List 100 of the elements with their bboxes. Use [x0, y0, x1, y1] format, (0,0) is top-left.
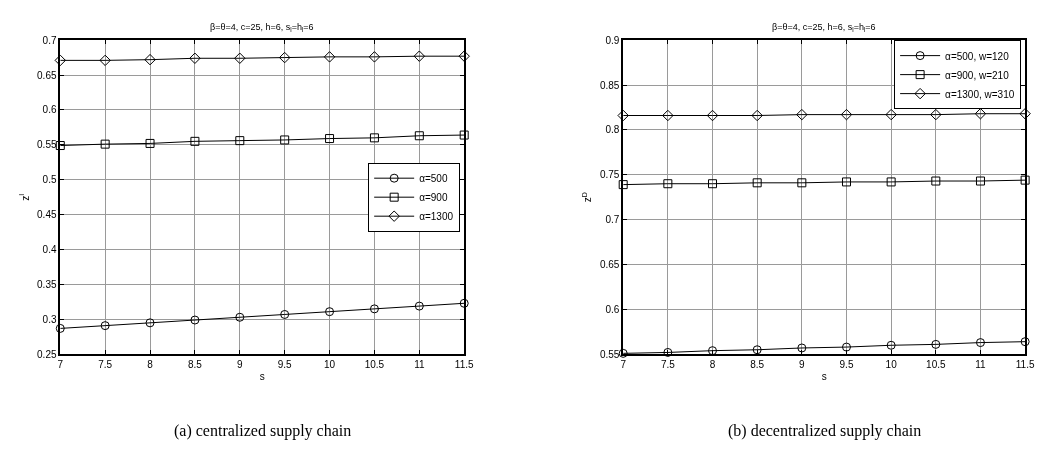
x-tick-label: 11.5	[454, 359, 474, 370]
y-tick-label: 0.25	[37, 348, 57, 360]
point	[930, 108, 942, 121]
legend-label: α=500	[419, 173, 448, 185]
text: (b) decentralized supply chain	[728, 422, 922, 440]
point	[145, 138, 155, 148]
point	[1019, 108, 1031, 120]
point	[459, 130, 469, 140]
point	[751, 109, 763, 122]
point	[840, 108, 853, 121]
point	[323, 51, 336, 63]
x-tick-label: 9.5	[839, 359, 854, 370]
point	[1020, 337, 1030, 347]
point	[99, 54, 111, 67]
y-tick-label: 0.35	[37, 278, 57, 290]
point	[278, 51, 291, 64]
point	[459, 298, 469, 308]
x-tick-label: 11.5	[1015, 359, 1035, 370]
point	[368, 51, 381, 63]
point	[369, 304, 379, 314]
x-tick-label: 11	[414, 359, 425, 370]
y-tick-label: 0.9	[605, 34, 620, 46]
point	[706, 109, 719, 122]
point	[886, 340, 896, 350]
x-tick-label: 8	[709, 359, 716, 370]
y-tick-label: 0.55	[599, 348, 620, 360]
x-tick-label: 8	[147, 359, 154, 370]
point	[100, 321, 110, 331]
x-tick-label: 7	[620, 359, 627, 370]
point	[54, 54, 66, 67]
x-tick-label: 8.5	[187, 359, 203, 370]
point	[235, 312, 245, 322]
point	[1020, 175, 1030, 185]
point	[975, 338, 985, 348]
point	[885, 108, 897, 121]
point	[618, 180, 628, 190]
point	[842, 342, 851, 352]
point	[414, 131, 424, 141]
text: (a) centralized supply chain	[174, 422, 352, 440]
point	[931, 176, 941, 186]
legend-label: α=500, w=120	[945, 50, 1010, 62]
x-tick-label: 10	[885, 359, 898, 370]
x-axis-title: s	[821, 371, 827, 382]
y-tick-label: 0.3	[42, 313, 57, 325]
point	[145, 318, 155, 328]
point	[235, 136, 245, 146]
y-tick-label: 0.6	[605, 303, 620, 315]
x-tick-label: 10	[324, 359, 336, 370]
legend-label: α=1300, w=310	[945, 88, 1015, 100]
point	[458, 50, 470, 62]
x-tick-label: 9	[799, 359, 806, 370]
x-tick-label: 11	[975, 359, 987, 370]
legend-label: α=900, w=210	[945, 69, 1010, 81]
point	[796, 108, 808, 121]
point	[752, 178, 762, 188]
point	[189, 52, 201, 64]
point	[797, 343, 807, 353]
point	[663, 179, 673, 189]
point	[974, 108, 987, 120]
x-tick-label: 8.5	[750, 359, 765, 370]
point	[280, 309, 290, 319]
x-tick-label: 10.5	[926, 359, 946, 370]
point	[234, 52, 246, 64]
y-tick-label: 0.8	[605, 124, 620, 136]
point	[55, 323, 65, 333]
y-tick-label: 0.75	[599, 169, 620, 181]
point	[325, 134, 335, 144]
legend-label: α=900	[419, 192, 448, 204]
point	[55, 141, 65, 151]
x-tick-label: 10.5	[364, 359, 385, 370]
x-tick-label: 7.5	[660, 359, 676, 370]
y-tick-label: 0.7	[42, 34, 57, 46]
chart-title: β=θ=4, c=25, h=6, s$_{l}$=h$_{l}$=6	[210, 22, 314, 33]
point	[618, 348, 628, 358]
y-tick-label: 0.4	[42, 244, 57, 256]
point	[931, 339, 941, 349]
chart-title: β=θ=4, c=25, h=6, s$_{l}$=h$_{l}$=6	[772, 22, 876, 33]
point	[190, 315, 200, 325]
x-tick-label: 7.5	[98, 359, 113, 370]
y-tick-label: 0.5	[42, 174, 57, 186]
y-tick-label: 0.55	[37, 139, 57, 151]
point	[752, 345, 762, 355]
y-tick-label: 0.7	[605, 214, 620, 226]
point	[886, 177, 896, 187]
point	[414, 301, 424, 311]
y-tick-label: 0.6	[42, 104, 57, 116]
point	[975, 176, 985, 186]
y-tick-label: 0.65	[599, 259, 620, 270]
y-tick-label: 0.45	[37, 209, 57, 221]
point	[842, 177, 851, 187]
point	[797, 178, 807, 188]
point	[144, 53, 156, 66]
point	[280, 135, 290, 145]
x-tick-label: 7	[57, 359, 64, 370]
point	[190, 136, 200, 146]
x-tick-label: 9.5	[277, 359, 293, 370]
point	[100, 139, 110, 149]
x-axis-title: s	[259, 371, 265, 382]
point	[617, 109, 629, 122]
point	[708, 179, 718, 189]
